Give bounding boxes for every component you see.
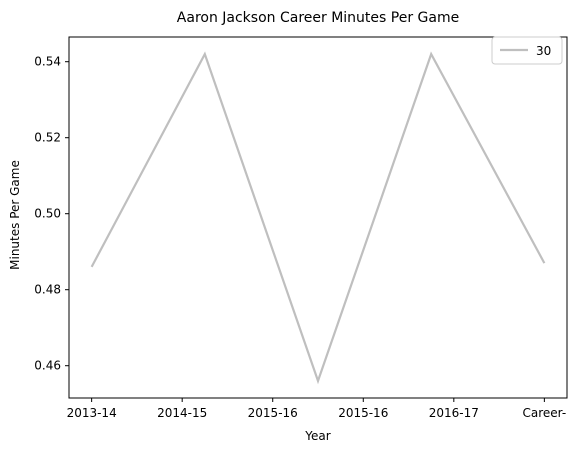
x-tick-label: 2016-17	[429, 406, 479, 420]
x-tick-label: 2015-16	[248, 406, 298, 420]
y-tick-label: 0.54	[34, 55, 61, 69]
plot-area-frame	[68, 36, 568, 399]
chart-title: Aaron Jackson Career Minutes Per Game	[177, 10, 459, 26]
x-tick-label: 2014-15	[157, 406, 207, 420]
y-tick-label: 0.50	[34, 207, 61, 221]
x-axis-label: Year	[304, 429, 330, 443]
y-axis: 0.46 0.48 0.50 0.52 0.54	[34, 55, 69, 373]
y-tick-label: 0.52	[34, 131, 61, 145]
x-axis: 2013-14 2014-15 2015-16 2015-16 2016-17 Caree…	[67, 398, 567, 420]
y-axis-label: Minutes Per Game	[8, 160, 22, 270]
y-tick-label: 0.46	[34, 359, 61, 373]
legend: 30	[491, 36, 563, 65]
y-tick-label: 0.48	[34, 283, 61, 297]
legend-label-series-30: 30	[536, 44, 551, 58]
series-layer	[90, 51, 546, 385]
x-tick-label: Career-	[523, 406, 567, 420]
series-line-30	[90, 51, 546, 385]
x-tick-label: 2013-14	[67, 406, 117, 420]
x-tick-label: 2015-16	[338, 406, 388, 420]
